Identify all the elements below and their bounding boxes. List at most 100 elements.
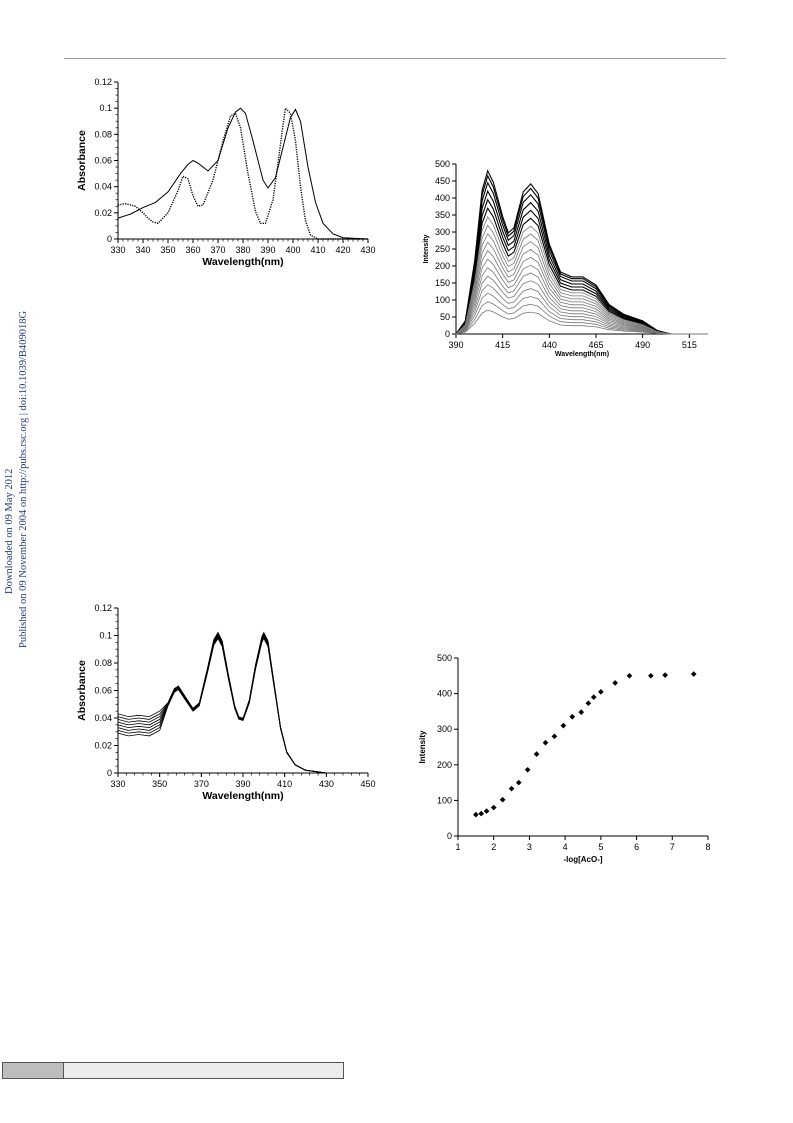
emission-curve bbox=[455, 215, 708, 335]
intensity-chart-top: 390 415 440 465 490 515 0 50 100 150 200 250 300 350 4… bbox=[423, 159, 708, 358]
y-tick-label: 500 bbox=[437, 653, 452, 663]
y-tick-label: 0.04 bbox=[94, 182, 112, 192]
y-tick-label: 200 bbox=[435, 261, 450, 271]
emission-curve bbox=[455, 250, 708, 335]
x-tick-label: 370 bbox=[210, 245, 225, 255]
y-tick-label: 400 bbox=[437, 689, 452, 699]
absorbance-curve bbox=[117, 634, 368, 774]
y-tick-label: 100 bbox=[437, 795, 452, 805]
x-tick-label: 340 bbox=[135, 245, 150, 255]
y-tick-label: 0 bbox=[107, 768, 112, 778]
emission-curve bbox=[455, 309, 708, 335]
emission-curve bbox=[455, 301, 708, 335]
emission-curve bbox=[455, 258, 708, 335]
y-tick-label: 350 bbox=[435, 210, 450, 220]
data-point bbox=[560, 722, 567, 729]
x-tick-label: 4 bbox=[563, 842, 568, 852]
data-point bbox=[515, 779, 522, 786]
absorbance-chart-bottom: 330 350 370 390 410 430 450 0 0.02 0.04 0.06 0.08 0.… bbox=[76, 603, 376, 802]
y-axis-label: Absorbance bbox=[76, 130, 88, 191]
absorbance-curve bbox=[117, 633, 368, 774]
x-axis-label: Wavelength(nm) bbox=[555, 351, 609, 358]
absorbance-curve bbox=[117, 631, 368, 774]
x-tick-label: 1 bbox=[455, 842, 460, 852]
data-point bbox=[626, 672, 633, 679]
y-tick-label: 0.06 bbox=[94, 686, 112, 696]
y-tick-label: 300 bbox=[435, 227, 450, 237]
data-point bbox=[551, 733, 558, 740]
absorbance-curve bbox=[117, 636, 368, 774]
y-tick-label: 450 bbox=[435, 176, 450, 186]
x-tick-label: 430 bbox=[319, 779, 334, 789]
x-tick-label: 440 bbox=[542, 340, 557, 350]
download-note: Downloaded on 09 May 2012 bbox=[4, 468, 15, 594]
y-tick-label: 0 bbox=[447, 831, 452, 841]
y-tick-label: 0.04 bbox=[94, 713, 112, 723]
y-axis-label: Intensity bbox=[418, 730, 427, 763]
data-point bbox=[690, 671, 697, 677]
x-tick-label: 390 bbox=[448, 340, 463, 350]
x-tick-label: 360 bbox=[185, 245, 200, 255]
y-tick-label: 0.1 bbox=[99, 103, 112, 113]
data-point bbox=[648, 672, 654, 679]
y-tick-label: 0 bbox=[107, 234, 112, 244]
x-tick-label: 330 bbox=[110, 245, 125, 255]
x-tick-label: 390 bbox=[235, 779, 250, 789]
y-tick-label: 0.08 bbox=[94, 129, 112, 139]
x-tick-label: 5 bbox=[598, 842, 603, 852]
x-axis-label: Wavelength(nm) bbox=[202, 790, 283, 802]
data-point bbox=[499, 796, 506, 803]
y-tick-label: 0.02 bbox=[94, 741, 112, 751]
series-dotted-line bbox=[117, 106, 368, 240]
data-point bbox=[578, 709, 585, 715]
emission-curve bbox=[455, 275, 708, 335]
y-tick-label: 300 bbox=[437, 724, 452, 734]
emission-curve bbox=[455, 189, 708, 335]
x-tick-label: 350 bbox=[160, 245, 175, 255]
x-tick-label: 3 bbox=[527, 842, 532, 852]
y-tick-label: 0.12 bbox=[94, 77, 112, 87]
emission-curve bbox=[455, 181, 708, 335]
emission-curve bbox=[455, 241, 708, 335]
emission-curve bbox=[455, 224, 708, 335]
emission-curve bbox=[455, 206, 708, 335]
x-axis-label: Wavelength(nm) bbox=[202, 256, 283, 268]
y-tick-label: 500 bbox=[435, 159, 450, 169]
data-point bbox=[473, 811, 479, 818]
emission-curve bbox=[455, 174, 708, 335]
y-tick-label: 250 bbox=[435, 244, 450, 254]
data-point bbox=[524, 766, 531, 773]
emission-curve bbox=[455, 292, 708, 335]
data-point bbox=[483, 808, 490, 814]
x-axis-label: -log[AcO-] bbox=[563, 855, 602, 864]
y-tick-label: 150 bbox=[435, 278, 450, 288]
y-tick-label: 0.06 bbox=[94, 156, 112, 166]
x-tick-label: 515 bbox=[682, 340, 697, 350]
data-point bbox=[533, 751, 540, 757]
absorbance-curve bbox=[117, 635, 368, 774]
y-tick-label: 0.1 bbox=[99, 631, 112, 641]
data-point bbox=[478, 810, 485, 817]
x-tick-label: 400 bbox=[285, 245, 300, 255]
y-tick-label: 0 bbox=[445, 329, 450, 339]
x-tick-label: 415 bbox=[495, 340, 510, 350]
absorbance-chart-top: 330 340 350 360 370 380 390 400 410 420 430 0 0.02 0.… bbox=[76, 77, 376, 268]
absorbance-curve bbox=[117, 635, 368, 774]
x-tick-label: 8 bbox=[705, 842, 710, 852]
emission-curve bbox=[455, 267, 708, 335]
series-solid-line bbox=[117, 107, 369, 240]
y-tick-label: 200 bbox=[437, 760, 452, 770]
absorbance-curve bbox=[117, 632, 368, 774]
x-tick-label: 6 bbox=[634, 842, 639, 852]
y-tick-label: 0.08 bbox=[94, 658, 112, 668]
x-tick-label: 7 bbox=[670, 842, 675, 852]
y-tick-label: 400 bbox=[435, 193, 450, 203]
x-tick-label: 410 bbox=[277, 779, 292, 789]
data-point bbox=[508, 785, 515, 792]
data-point bbox=[612, 680, 618, 686]
publication-note: Published on 09 November 2004 on http://… bbox=[18, 310, 29, 648]
x-tick-label: 370 bbox=[194, 779, 209, 789]
x-tick-label: 430 bbox=[360, 245, 375, 255]
data-point bbox=[542, 739, 549, 746]
data-point bbox=[490, 804, 497, 811]
